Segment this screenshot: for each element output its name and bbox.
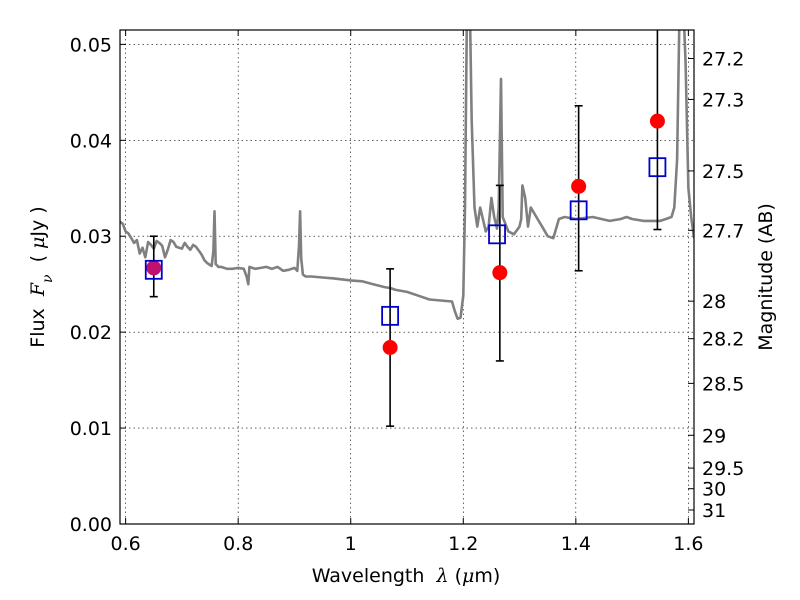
- observed-point: [382, 340, 398, 356]
- x-axis-title-text: Wavelength: [312, 565, 437, 587]
- y-axis-title-text: Flux: [27, 296, 49, 348]
- x-axis-title-unit: m): [474, 565, 500, 587]
- y-axis-title-F: F: [27, 282, 49, 297]
- mag-tick-label: 28: [702, 291, 726, 313]
- mag-tick-label: 27.5: [702, 161, 744, 183]
- y-tick-label: 0.03: [70, 226, 112, 248]
- mag-tick-label: 31: [702, 500, 726, 522]
- y-tick-label: 0.00: [70, 514, 112, 536]
- x-axis-title-lambda: λ: [436, 565, 449, 587]
- model-square: [569, 200, 588, 221]
- y-axis-title-paren: (: [27, 249, 49, 275]
- x-axis-title-paren: (: [449, 565, 462, 587]
- observed-point: [649, 113, 665, 129]
- y-axis-title-mu: μ: [27, 237, 49, 249]
- mag-tick-label: 27.7: [702, 220, 744, 242]
- y-tick-label: 0.04: [70, 130, 112, 152]
- mag-tick-label: 27.2: [702, 48, 744, 70]
- x-tick-label: 1.6: [673, 533, 703, 555]
- x-axis-title-mu: μ: [462, 565, 474, 587]
- x-tick-label: 0.6: [111, 533, 141, 555]
- y-tick-label: 0.01: [70, 418, 112, 440]
- axes-frame: [119, 29, 695, 525]
- mag-tick-label: 28.5: [702, 373, 744, 395]
- x-axis-title: Wavelength λ (μm): [312, 565, 501, 587]
- mag-tick-label: 27.3: [702, 89, 744, 111]
- y-axis-title-unit: Jy ): [27, 206, 49, 237]
- y-axis-title-nu: ν: [40, 274, 56, 283]
- grid: [120, 30, 694, 524]
- y-tick-label: 0.05: [70, 34, 112, 56]
- mag-tick-label: 29.5: [702, 458, 744, 480]
- x-tick-label: 1.2: [448, 533, 478, 555]
- x-tick-label: 1: [345, 533, 357, 555]
- spectrum-line: [120, 30, 694, 320]
- y-tick-label: 0.02: [70, 322, 112, 344]
- x-tick-label: 1.4: [561, 533, 591, 555]
- right-axis-title: Magnitude (AB): [755, 203, 777, 351]
- mag-tick-label: 28.2: [702, 329, 744, 351]
- observed-point: [571, 178, 587, 194]
- mag-tick-label: 29: [702, 425, 726, 447]
- observed-point: [146, 260, 162, 276]
- model-square: [488, 224, 506, 245]
- observed-point: [492, 265, 508, 281]
- model-square: [144, 259, 163, 280]
- mag-tick-label: 30: [702, 479, 726, 501]
- y-axis-title: Flux Fν ( μJy ): [27, 206, 56, 347]
- axis-ticks: 0.6 0.8 1 1.2 1.4 1.6 0.00 0.01 0.02 0.03 0.04 0.05…: [70, 30, 744, 555]
- model-square: [381, 305, 400, 326]
- plot-area: [120, 30, 694, 427]
- x-tick-label: 0.8: [223, 533, 253, 555]
- model-square: [648, 157, 667, 178]
